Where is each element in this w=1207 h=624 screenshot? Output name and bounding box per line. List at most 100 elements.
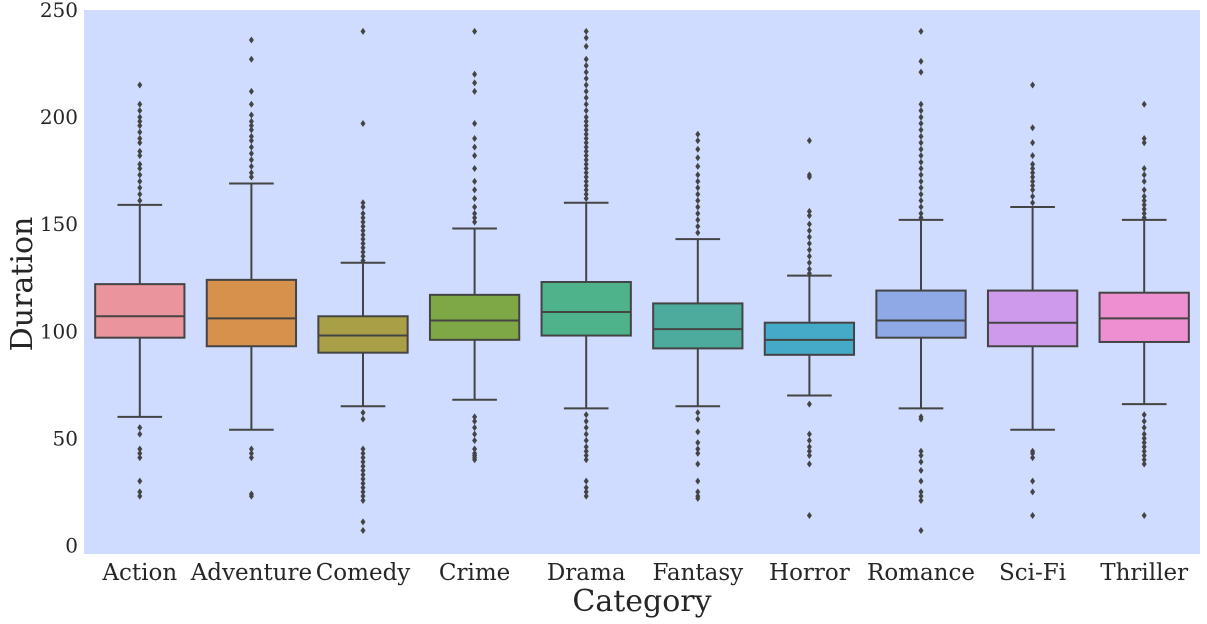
outlier-point: [360, 462, 366, 470]
outlier-point: [472, 417, 478, 425]
outlier-point: [583, 62, 589, 70]
outlier-point: [1141, 186, 1147, 194]
x-tick-label: Sci-Fi: [999, 560, 1066, 586]
outlier-point: [583, 55, 589, 63]
outlier-point: [137, 488, 143, 496]
outlier-point: [248, 454, 254, 462]
outlier-point: [472, 79, 478, 87]
outlier-point: [806, 207, 812, 215]
outlier-point: [1030, 169, 1036, 177]
box-iqr: [652, 302, 744, 350]
outlier-point: [360, 203, 366, 211]
outlier-point: [918, 466, 924, 474]
outlier-point: [360, 471, 366, 479]
outlier-point: [806, 227, 812, 235]
outlier-point: [583, 135, 589, 143]
outlier-point: [1141, 439, 1147, 447]
outlier-point: [137, 424, 143, 432]
outlier-point: [583, 100, 589, 108]
outlier-point: [1030, 454, 1036, 462]
outlier-point: [472, 209, 478, 217]
box-romance: [875, 27, 967, 534]
outlier-point: [137, 160, 143, 168]
outlier-point: [918, 57, 924, 65]
outlier-point: [806, 436, 812, 444]
outlier-point: [1030, 449, 1036, 457]
outlier-point: [1141, 417, 1147, 425]
outlier-point: [583, 436, 589, 444]
outlier-point: [1141, 177, 1147, 185]
outlier-point: [695, 203, 701, 211]
outlier-point: [806, 430, 812, 438]
outlier-point: [918, 203, 924, 211]
y-tick-label: 100: [40, 319, 78, 343]
outlier-point: [1141, 447, 1147, 455]
outlier-point: [472, 424, 478, 432]
outlier-point: [248, 156, 254, 164]
outlier-point: [472, 27, 478, 35]
y-tick-label: 0: [65, 533, 78, 557]
outlier-point: [583, 424, 589, 432]
outlier-point: [583, 34, 589, 42]
outlier-point: [583, 430, 589, 438]
outlier-point: [360, 479, 366, 487]
x-tick-label: Thriller: [1100, 560, 1188, 586]
outlier-point: [918, 477, 924, 485]
y-tick-label: 250: [40, 0, 78, 22]
boxes-group: [94, 27, 1190, 534]
outlier-point: [1030, 139, 1036, 147]
outlier-point: [806, 269, 812, 277]
box-iqr: [763, 321, 856, 356]
outlier-point: [918, 107, 924, 115]
outlier-point: [583, 87, 589, 95]
outlier-point: [918, 492, 924, 500]
outlier-point: [583, 143, 589, 151]
outlier-point: [360, 484, 366, 492]
outlier-point: [360, 120, 366, 128]
outlier-point: [248, 36, 254, 44]
x-axis-title: Category: [572, 584, 711, 619]
outlier-point: [472, 456, 478, 464]
outlier-point: [1030, 199, 1036, 207]
box-action: [94, 81, 186, 500]
outlier-point: [1141, 135, 1147, 143]
box-iqr: [875, 289, 967, 339]
outlier-point: [472, 203, 478, 211]
outlier-point: [583, 42, 589, 50]
outlier-point: [472, 214, 478, 222]
outlier-point: [137, 128, 143, 136]
outlier-point: [695, 197, 701, 205]
outlier-point: [583, 443, 589, 451]
outlier-point: [806, 265, 812, 273]
outlier-point: [695, 222, 701, 230]
outlier-point: [137, 171, 143, 179]
outlier-point: [918, 177, 924, 185]
outlier-point: [137, 100, 143, 108]
outlier-point: [695, 171, 701, 179]
outlier-point: [918, 451, 924, 459]
outlier-point: [472, 87, 478, 95]
outlier-point: [806, 511, 812, 519]
outlier-point: [583, 94, 589, 102]
outlier-point: [695, 494, 701, 502]
box-fantasy: [652, 130, 744, 502]
outlier-point: [583, 117, 589, 125]
outlier-point: [1141, 460, 1147, 468]
outlier-point: [918, 209, 924, 217]
outlier-point: [137, 454, 143, 462]
box-sci-fi: [986, 81, 1079, 519]
outlier-point: [695, 137, 701, 145]
outlier-point: [695, 439, 701, 447]
box-iqr: [205, 278, 298, 348]
outlier-point: [1141, 214, 1147, 222]
outlier-point: [472, 70, 478, 78]
outlier-point: [248, 111, 254, 119]
outlier-point: [137, 135, 143, 143]
x-tick-label: Comedy: [316, 560, 411, 586]
outlier-point: [918, 488, 924, 496]
x-tick-label: Action: [101, 560, 177, 586]
outlier-point: [583, 156, 589, 164]
outlier-point: [360, 231, 366, 239]
outlier-point: [583, 182, 589, 190]
outlier-point: [137, 197, 143, 205]
